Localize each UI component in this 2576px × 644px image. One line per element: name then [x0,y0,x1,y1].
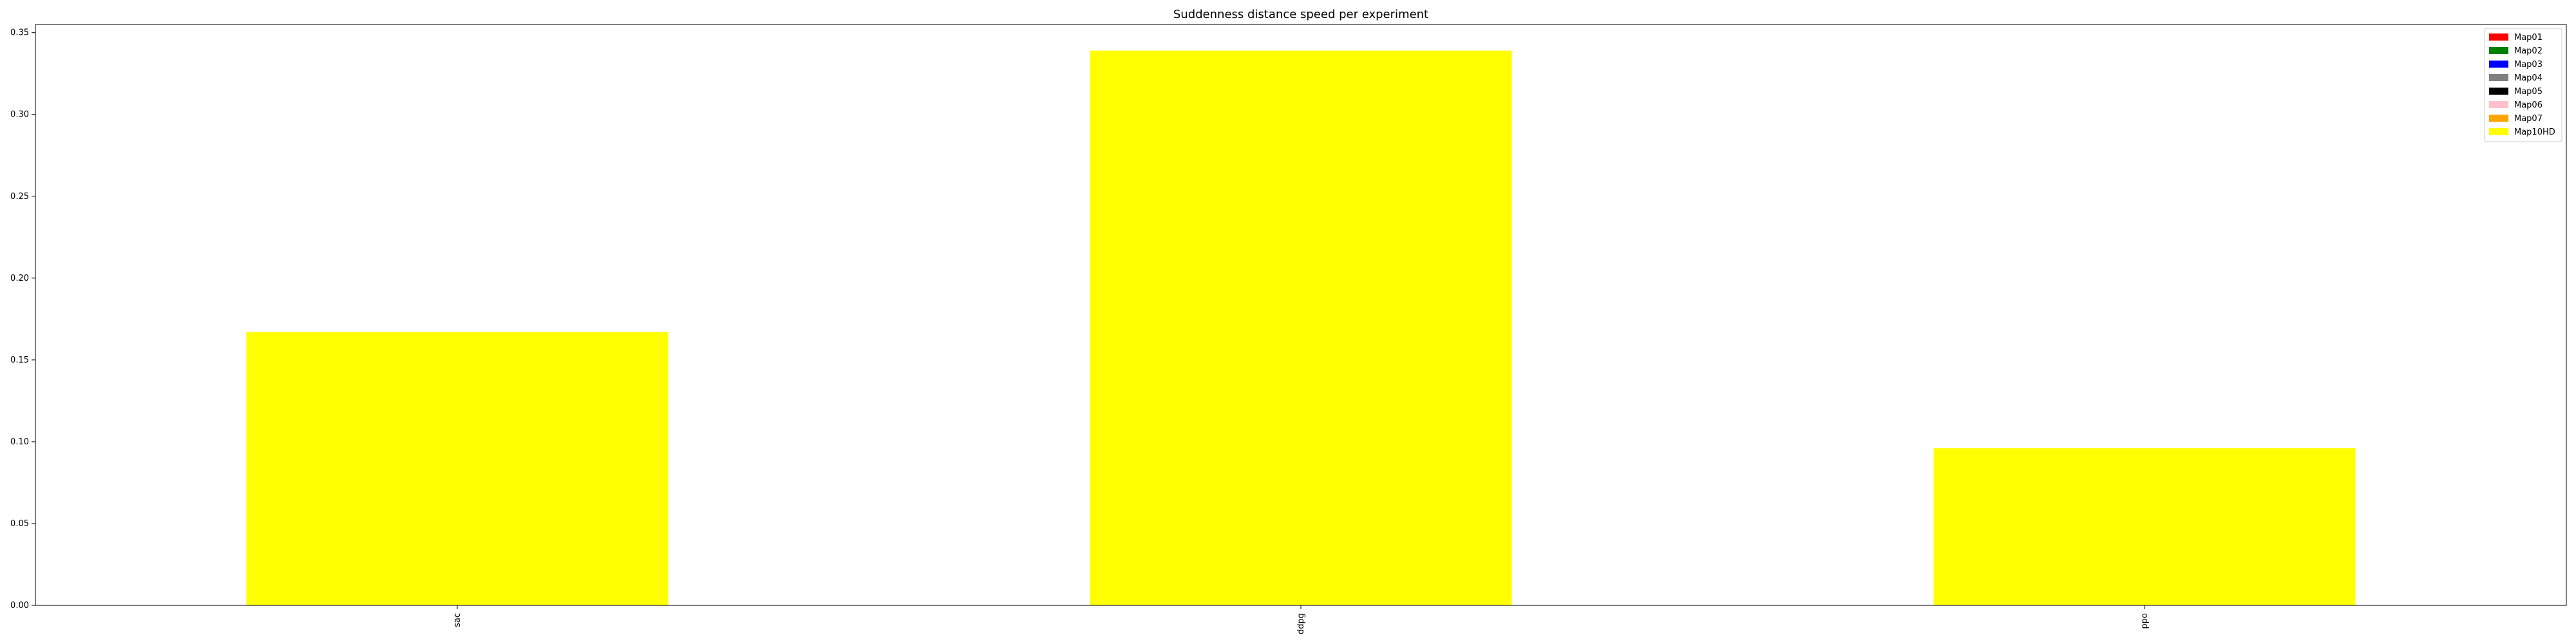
y-tick-label: 0.20 [10,274,29,283]
bars-layer [246,50,2356,606]
y-tick-label: 0.15 [10,355,29,365]
legend-label-Map03: Map03 [2514,60,2543,70]
x-tick-label-ppo: ppo [2140,613,2150,629]
y-tick-label: 0.25 [10,192,29,202]
chart-title: Suddenness distance speed per experiment [1173,8,1428,21]
bar-sac [246,332,668,605]
legend-swatch-Map07 [2489,115,2508,122]
legend-swatch-Map06 [2489,101,2508,108]
bar-ddpg [1090,50,1512,606]
legend-swatch-Map03 [2489,61,2508,68]
y-tick-label: 0.35 [10,28,29,38]
legend-swatch-Map04 [2489,74,2508,81]
y-tick-label: 0.05 [10,519,29,529]
legend: Map01 Map02 Map03 Map04 Map05 Map06 Map07 Map10… [2484,28,2562,142]
legend-box [2484,28,2562,142]
legend-label-Map05: Map05 [2514,87,2543,97]
legend-swatch-Map02 [2489,47,2508,54]
y-tick-label: 0.10 [10,437,29,447]
legend-label-Map02: Map02 [2514,46,2543,56]
legend-label-Map07: Map07 [2514,114,2543,124]
y-tick-label: 0.30 [10,110,29,120]
legend-swatch-Map05 [2489,88,2508,95]
legend-swatch-Map01 [2489,33,2508,41]
legend-label-Map01: Map01 [2514,33,2543,43]
axes-layer: 0.00 0.05 0.10 0.15 0.20 0.25 0.30 0.35 sac ddpg p… [10,24,2567,634]
legend-label-Map10HD: Map10HD [2514,128,2555,137]
legend-swatch-Map10HD [2489,128,2508,135]
legend-label-Map04: Map04 [2514,73,2543,83]
legend-label-Map06: Map06 [2514,100,2543,110]
x-tick-label-ddpg: ddpg [1296,613,1306,634]
y-tick-label: 0.00 [10,601,29,611]
x-tick-label-sac: sac [453,613,462,627]
bar-ppo [1933,448,2356,605]
